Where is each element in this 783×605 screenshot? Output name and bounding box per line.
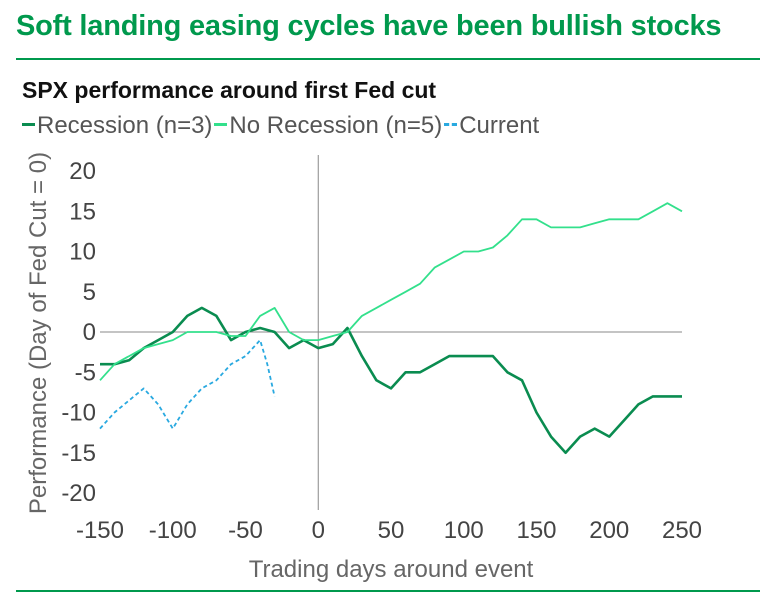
y-tick-label: -5	[75, 359, 96, 386]
legend-swatch-current	[444, 123, 458, 127]
x-axis-title: Trading days around event	[249, 556, 534, 583]
series-line-current	[99, 339, 276, 430]
y-tick-label: 0	[83, 319, 96, 346]
x-tick-label: 50	[378, 517, 405, 544]
y-tick-label: 10	[69, 239, 96, 266]
y-tick-label: -10	[61, 400, 96, 427]
y-tick-label: 15	[69, 198, 96, 225]
x-tick-label: -50	[228, 517, 263, 544]
x-tick-label: 150	[516, 517, 556, 544]
x-tick-label: -150	[76, 517, 124, 544]
series-lines	[99, 202, 683, 455]
y-tick-label: -20	[61, 480, 96, 507]
top-rule	[16, 58, 760, 60]
legend: Recession (n=3) No Recession (n=5) Current	[22, 112, 541, 140]
tick-labels: -150 -100 -50 0 50 100 150 200 25020151050-5-10-…	[61, 158, 702, 544]
chart-title: SPX performance around first Fed cut	[22, 77, 437, 103]
y-tick-label: -15	[61, 440, 96, 467]
x-tick-label: 200	[589, 517, 629, 544]
legend-label-current: Current	[459, 112, 540, 139]
x-tick-label: 100	[444, 517, 484, 544]
series-line-no-recession-n-5	[99, 202, 683, 381]
legend-item-recession: Recession (n=3)	[22, 112, 212, 139]
legend-swatch-no-recession	[214, 123, 228, 127]
legend-item-no-recession: No Recession (n=5)	[214, 112, 442, 139]
bottom-rule	[16, 590, 760, 592]
headline: Soft landing easing cycles have been bul…	[16, 10, 722, 42]
series-line-recession-n-3	[100, 306, 682, 455]
x-tick-label: -100	[149, 517, 197, 544]
legend-label-no-recession: No Recession (n=5)	[229, 112, 443, 139]
legend-item-current: Current	[444, 112, 539, 139]
x-tick-label: 0	[312, 517, 325, 544]
y-tick-label: 20	[69, 158, 96, 185]
legend-swatch-recession	[22, 123, 35, 127]
y-axis-title: Performance (Day of Fed Cut = 0)	[25, 152, 52, 514]
legend-label-recession: Recession (n=3)	[37, 112, 213, 139]
y-tick-label: 5	[83, 279, 96, 306]
x-tick-label: 250	[662, 517, 702, 544]
